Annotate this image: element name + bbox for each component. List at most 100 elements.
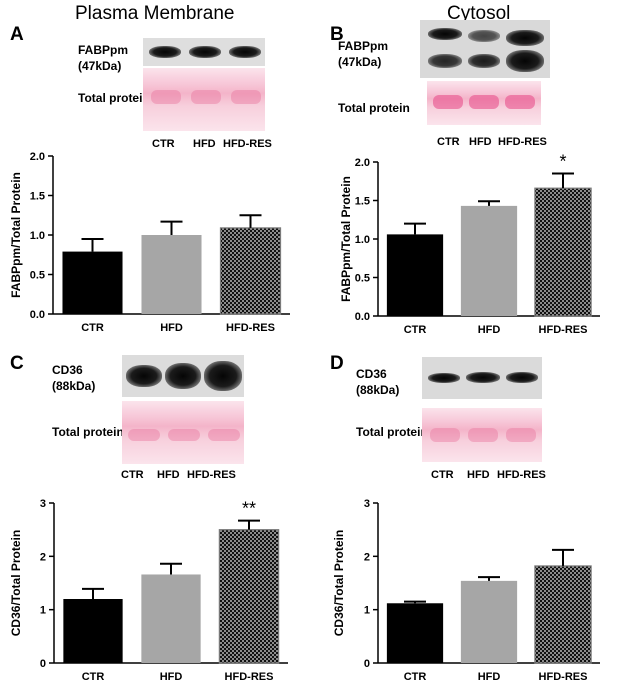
y-tick-label: 1.0 [355,234,370,246]
y-tick-label: 2.0 [30,151,45,163]
x-tick-label: HFD [160,322,183,334]
lane-label-hfd-res: HFD-RES [497,469,546,481]
lane-label-hfd-res: HFD-RES [187,469,236,481]
total-protein-label-a: Total protein [78,91,150,105]
blot-band-hfd-lower [468,54,500,68]
blot-band-ctr [428,28,462,40]
bar-hfd [460,205,518,316]
blot-band-hfd-res-lower [506,50,544,72]
total-protein-stain-b [427,81,541,125]
stain-lane-hfd [168,429,200,441]
bar-hfd-res [534,565,592,664]
x-tick-label: CTR [81,322,104,334]
stain-lane-hfd [191,90,221,104]
stain-lane-ctr [151,90,181,104]
blot-band-ctr [126,365,162,387]
bar-hfd-res [218,529,280,664]
y-tick-label: 0 [40,658,46,670]
bar-hfd [141,574,201,663]
blot-band-ctr [149,46,181,58]
stain-lane-hfd-res [231,90,261,104]
blot-band-hfd [466,372,500,383]
western-blot-d [422,357,542,399]
blot-label-c: CD36 (88kDa) [52,363,96,393]
y-axis-label: FABPpm/Total Protein [9,172,23,298]
y-tick-label: 2 [40,551,46,563]
y-tick-label: 0.5 [355,273,370,285]
x-tick-label: HFD [160,671,183,683]
blot-band-hfd-res [506,30,544,46]
y-tick-label: 1.5 [355,196,370,208]
y-tick-label: 3 [364,498,370,510]
stain-lane-hfd-res [505,95,535,109]
x-tick-label: CTR [404,671,427,683]
panel-letter-b: B [330,24,344,45]
x-tick-label: HFD [478,324,501,336]
stain-lane-ctr [430,428,460,442]
panel-letter-d: D [330,353,344,374]
bar-ctr [386,234,444,316]
blot-band-hfd [189,46,221,58]
bar-hfd [460,580,518,663]
blot-label-a: FABPpm (47kDa) [78,43,129,73]
total-protein-label-d: Total protein [356,425,428,439]
x-tick-label: HFD-RES [539,324,588,336]
lane-label-ctr: CTR [431,469,454,481]
x-tick-label: HFD-RES [539,671,588,683]
lane-label-ctr: CTR [121,469,144,481]
bar-hfd-res [534,187,592,317]
lane-label-hfd: HFD [157,469,180,481]
total-protein-label-b: Total protein [338,101,410,115]
total-protein-label-c: Total protein [52,425,124,439]
lane-label-ctr: CTR [437,136,460,148]
y-tick-label: 1 [40,605,46,617]
stain-lane-hfd-res [208,429,240,441]
blot-label-d: CD36 (88kDa) [356,367,400,397]
significance-marker: ** [242,499,256,519]
stain-lane-ctr [433,95,463,109]
y-tick-label: 0.0 [355,311,370,323]
panel-letter-c: C [10,353,24,374]
lane-label-hfd-res: HFD-RES [223,138,272,150]
blot-band-hfd-res [506,372,538,383]
y-tick-label: 0 [364,658,370,670]
significance-marker: * [559,152,566,172]
y-tick-label: 3 [40,498,46,510]
bar-chart-c: 0 1 2 3 CD36/Total Protein CTR HFD ** HFD-RES [9,498,288,683]
y-axis-label: FABPpm/Total Protein [339,176,353,302]
bar-ctr [386,603,444,663]
lane-label-hfd: HFD [469,136,492,148]
blot-band-hfd [468,30,500,42]
blot-band-ctr [428,373,460,383]
blot-band-hfd [165,363,201,389]
y-axis-label: CD36/Total Protein [332,530,346,636]
blot-band-hfd-res [204,361,242,391]
x-tick-label: HFD-RES [225,671,274,683]
total-protein-stain-c [122,401,244,464]
bar-chart-a: 0.0 0.5 1.0 1.5 2.0 FABPpm/Total Protein CTR HF… [9,151,290,334]
western-blot-c [122,355,244,397]
y-axis-label: CD36/Total Protein [9,530,23,636]
x-tick-label: HFD [478,671,501,683]
bar-hfd-res [219,227,282,315]
stain-lane-ctr [128,429,160,441]
y-tick-label: 1.0 [30,230,45,242]
y-tick-label: 2 [364,551,370,563]
x-tick-label: HFD-RES [226,322,275,334]
y-tick-label: 2.0 [355,157,370,169]
panel-letter-a: A [10,24,24,45]
bar-ctr [63,599,123,663]
total-protein-stain-a [143,68,265,131]
stain-lane-hfd-res [506,428,536,442]
y-tick-label: 0.0 [30,309,45,321]
bar-chart-d: 0 1 2 3 CD36/Total Protein CTR HFD HFD-RES [332,498,600,683]
lane-label-hfd: HFD [467,469,490,481]
lane-label-hfd: HFD [193,138,216,150]
blot-band-hfd-res [229,46,261,58]
header-plasma-membrane: Plasma Membrane [75,3,235,24]
lane-label-hfd-res: HFD-RES [498,136,547,148]
header-cytosol: Cytosol [447,3,511,24]
bar-hfd [141,235,202,314]
